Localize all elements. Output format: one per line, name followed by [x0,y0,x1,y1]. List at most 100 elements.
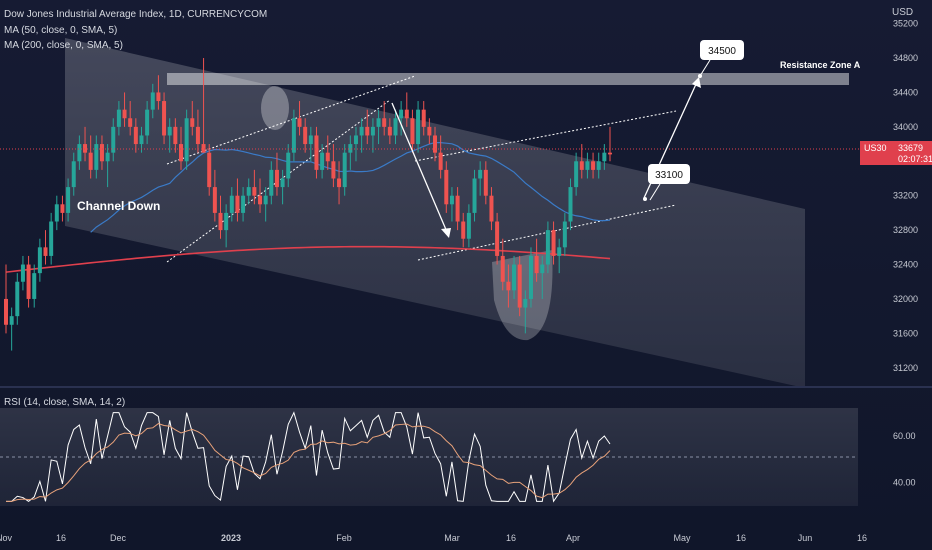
price-tag: US30 33679 02:07:31 [860,141,932,165]
candle [178,126,183,170]
candle [500,238,505,291]
drop-arrow-head [441,228,451,238]
target-low-box [648,164,690,184]
rsi-tick-60: 60.00 [893,431,916,441]
candle [608,126,612,162]
candle [94,135,99,179]
candle [54,195,59,231]
candle [557,238,562,274]
candle [393,109,398,145]
candle [26,255,31,308]
candle [579,144,584,179]
candle [297,101,302,136]
candle [376,109,381,145]
candle [382,101,387,136]
price-tick-32400: 32400 [893,260,918,270]
target-low-dot [643,197,647,201]
candle [280,169,285,205]
candle [495,212,500,265]
candle [517,255,522,317]
candle [128,101,133,136]
time-tick-16: 16 [857,533,867,543]
candle [342,144,347,196]
target-high-dot [698,74,702,78]
candle [314,126,319,179]
candle [421,101,426,136]
price-tick-34400: 34400 [893,87,918,97]
candle [184,109,189,170]
candle [246,178,251,205]
candle [337,161,342,205]
price-tick-33200: 33200 [893,191,918,201]
candle [133,118,138,153]
candle [574,152,579,196]
candle [9,307,14,351]
ma50-legend[interactable]: MA (50, close, 0, SMA, 5) [4,25,118,36]
currency-label: USD [892,7,914,18]
candle [472,169,477,222]
candle [353,126,358,162]
price-tick-35200: 35200 [893,19,918,29]
candle [66,178,71,222]
price-tag-symbol: US30 [864,143,887,153]
candle [545,221,550,274]
time-tick-16: 16 [506,533,516,543]
candle [162,92,167,145]
candle [438,135,443,179]
candle [528,247,533,308]
candle [387,118,392,145]
candle [218,195,223,239]
candle [99,135,104,170]
candle [568,178,573,231]
candle [71,152,76,196]
target-low-connector [649,183,661,201]
price-tick-32000: 32000 [893,294,918,304]
candle [483,161,488,205]
target-arrow-head [692,77,701,88]
candle [241,187,246,222]
time-tick-Feb: Feb [336,533,352,543]
candle [325,135,330,170]
candle [427,118,432,145]
candle [433,126,438,162]
candle [404,92,409,127]
candle [466,204,471,248]
candle [540,255,545,299]
price-tick-31200: 31200 [893,363,918,373]
candle [263,187,268,222]
candle [331,144,336,188]
candle [478,161,483,196]
candle [291,109,296,162]
candle [534,238,539,282]
resistance-zone-a [167,73,849,85]
candle [602,144,607,170]
candle [506,264,511,308]
candle [523,290,528,334]
candle [139,126,144,153]
candle [167,118,172,153]
projection-upper [414,110,677,162]
drop-arrow-line [391,102,448,233]
candle [320,144,325,179]
chart-title: Dow Jones Industrial Average Index, 1D, … [4,9,268,20]
resistance-zone-label: Resistance Zone A [780,60,861,70]
ma200-line [5,245,611,273]
candle [201,58,206,153]
price-tick-32800: 32800 [893,225,918,235]
candle [83,126,88,162]
candle [455,187,460,231]
candle [111,118,116,162]
rsi-legend[interactable]: RSI (14, close, SMA, 14, 2) [4,397,126,408]
top-highlight [261,86,289,130]
target-high-label: 34500 [708,46,736,57]
candle [551,221,556,265]
candle [359,118,364,153]
price-tick-31600: 31600 [893,328,918,338]
candle [207,144,212,196]
candle [156,75,161,110]
candle [258,178,263,213]
candle [116,101,121,136]
ma200-legend[interactable]: MA (200, close, 0, SMA, 5) [4,40,123,51]
